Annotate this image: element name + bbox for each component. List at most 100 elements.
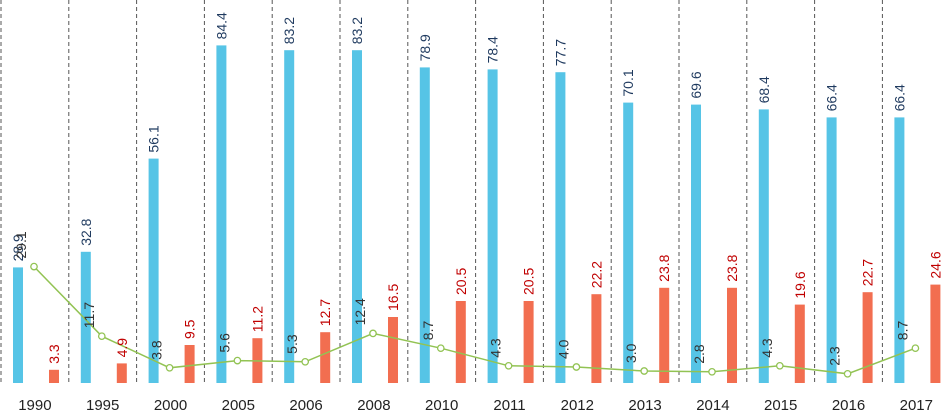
series-1-bar [555, 72, 566, 383]
series-2-bar [523, 301, 534, 383]
series-3-marker [233, 356, 242, 365]
series-3-marker [504, 361, 513, 370]
series-1-bar [13, 267, 23, 383]
series-1-data-label: 66.4 [891, 84, 907, 111]
series-1-data-label: 69.6 [688, 71, 704, 98]
series-2-data-label: 22.2 [588, 261, 604, 288]
series-1-bar [284, 50, 295, 383]
category-label: 1995 [86, 397, 119, 414]
series-3-marker [436, 344, 445, 353]
category-labels: 1990 1995 2000 2005 2006 2008 2010 2011 2012 2013… [18, 397, 933, 414]
series-2-bar [727, 287, 737, 383]
series-1-data-label: 56.1 [146, 125, 162, 152]
series-2-data-label: 23.8 [656, 254, 672, 281]
series-3-data-label: 2.3 [827, 346, 843, 366]
category-label: 2000 [154, 397, 187, 414]
series-1-data-label: 84.4 [213, 12, 229, 39]
series-3-data-label: 5.6 [216, 333, 232, 353]
series-1-bar [623, 102, 634, 383]
series-3-data-label: 3.8 [149, 340, 165, 360]
series-1-bar [487, 69, 498, 384]
series-1-data-label: 78.4 [485, 36, 501, 63]
series-2-data-label: 24.6 [927, 251, 943, 278]
category-label: 1990 [18, 397, 51, 414]
series-2-data-label: 20.5 [521, 268, 537, 295]
series-2-data-label: 19.6 [792, 271, 808, 298]
data-labels: 28.9 3.3 29.1 32.8 4.9 11.7 56.1 9.5 3.8 84.4 11.2… [10, 12, 943, 366]
series-3-marker [775, 361, 784, 370]
category-label: 2014 [696, 397, 729, 414]
series-2-bar [184, 345, 195, 383]
series-2-data-label: 3.3 [46, 344, 62, 364]
series-2-data-label: 12.7 [317, 299, 333, 326]
series-3-marker [843, 369, 852, 378]
series-3-data-label: 8.7 [420, 321, 436, 341]
series-2-bars [49, 284, 941, 383]
category-label: 2016 [832, 397, 865, 414]
category-label: 2010 [425, 397, 458, 414]
category-separators [0, 0, 883, 383]
category-label: 2012 [561, 397, 594, 414]
category-label: 2005 [222, 397, 255, 414]
series-1-bars [13, 45, 905, 384]
series-2-bar [930, 284, 941, 383]
category-label: 2017 [900, 397, 933, 414]
series-3-data-label: 2.8 [691, 344, 707, 364]
series-1-bar [352, 50, 362, 383]
series-2-data-label: 9.5 [182, 319, 198, 339]
series-2-bar [116, 363, 127, 383]
series-2-data-label: 11.2 [249, 306, 265, 332]
series-1-bar [758, 109, 769, 384]
series-1-bar [148, 158, 159, 383]
series-3-data-label: 5.3 [284, 334, 300, 354]
series-3-data-label: 8.7 [894, 321, 910, 341]
series-3-data-label: 12.4 [352, 298, 368, 325]
series-2-bar [455, 301, 466, 383]
series-1-data-label: 83.2 [349, 17, 365, 44]
category-label: 2015 [764, 397, 797, 414]
series-2-data-label: 23.8 [724, 254, 740, 281]
series-2-data-label: 4.9 [114, 338, 130, 358]
category-label: 2013 [628, 397, 661, 414]
series-3-data-label: 4.0 [555, 339, 571, 359]
series-1-data-label: 66.4 [824, 84, 840, 111]
series-2-bar [659, 287, 670, 383]
series-2-bar [388, 317, 398, 383]
series-3-marker [911, 344, 920, 353]
series-2-data-label: 22.7 [860, 259, 876, 286]
series-1-data-label: 77.7 [552, 39, 568, 66]
series-3-marker [165, 363, 174, 372]
category-label: 2006 [289, 397, 322, 414]
series-3-marker [369, 329, 377, 338]
series-3-marker [572, 363, 581, 371]
series-3-polyline [33, 266, 916, 375]
series-2-data-label: 16.5 [385, 284, 401, 311]
series-2-bar [49, 369, 59, 383]
series-1-bar [419, 67, 430, 384]
series-3-data-label: 11.7 [81, 302, 97, 328]
series-3-marker [301, 357, 310, 366]
series-1-data-label: 83.2 [281, 17, 297, 44]
series-3-line [30, 262, 920, 378]
series-3-marker [30, 262, 38, 271]
series-2-bar [794, 304, 805, 383]
series-1-data-label: 32.8 [78, 218, 94, 245]
series-1-data-label: 68.4 [756, 76, 772, 103]
series-3-data-label: 29.1 [13, 231, 29, 258]
series-1-data-label: 78.9 [417, 34, 433, 61]
series-3-marker [708, 367, 716, 376]
series-1-bar [80, 251, 91, 383]
series-3-marker [97, 332, 106, 341]
series-1-data-label: 70.1 [620, 69, 636, 96]
series-2-data-label: 20.5 [453, 268, 469, 295]
series-3-data-label: 4.3 [759, 338, 775, 358]
series-1-bar [826, 117, 837, 384]
series-2-bar [320, 332, 331, 383]
category-label: 2008 [357, 397, 390, 414]
series-3-data-label: 4.3 [488, 338, 504, 358]
series-1-bar [216, 45, 227, 384]
series-1-data-label: 28.9 [10, 234, 26, 261]
category-label: 2011 [493, 397, 525, 414]
series-3-data-label: 3.0 [623, 343, 639, 363]
